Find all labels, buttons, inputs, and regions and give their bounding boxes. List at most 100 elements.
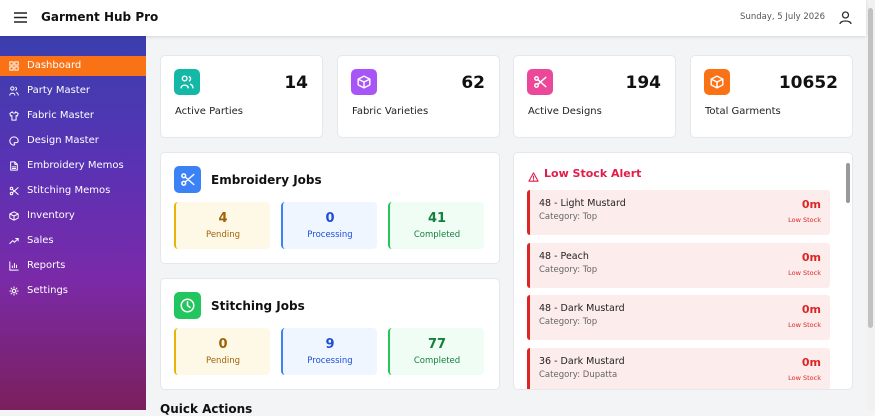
icon xyxy=(181,173,195,186)
nav-label: Sales xyxy=(27,235,54,246)
item-name: 48 - Peach xyxy=(539,250,589,262)
nav-item[interactable]: Dashboard xyxy=(0,56,146,76)
nav-label: Inventory xyxy=(27,210,75,221)
stat-card: 10652 Total Garments xyxy=(690,55,853,138)
stat-value: 194 xyxy=(625,73,662,93)
icon xyxy=(9,111,19,121)
sidebar: Dashboard Party Master Fabric Master Design… xyxy=(0,36,146,410)
item-qty: 0m xyxy=(801,303,821,316)
stat-card: 194 Active Designs xyxy=(513,55,676,138)
count-value: 0 xyxy=(325,211,335,226)
stat-label: Fabric Varieties xyxy=(352,106,429,117)
header: Garment Hub Pro Sunday, 5 July 2026 xyxy=(0,0,866,36)
icon xyxy=(528,172,539,182)
icon xyxy=(9,61,19,71)
nav-label: Settings xyxy=(27,285,69,296)
count-value: 4 xyxy=(218,211,228,226)
quick-actions-title: Quick Actions xyxy=(160,402,253,416)
panel-scrollbar[interactable] xyxy=(846,163,850,203)
count-label: Completed xyxy=(413,356,461,366)
item-name: 48 - Dark Mustard xyxy=(539,303,625,314)
count-value: 41 xyxy=(427,211,447,226)
item-category: Category: Top xyxy=(539,264,598,275)
item-status: Low Stock xyxy=(788,268,821,277)
app-title: Garment Hub Pro xyxy=(41,10,159,24)
jobs-title: Embroidery Jobs xyxy=(211,173,322,187)
nav-item[interactable]: Inventory xyxy=(0,206,146,226)
count-label: Processing xyxy=(307,230,353,240)
icon xyxy=(9,211,19,221)
stat-icon xyxy=(351,69,377,95)
stock-item: 48 - Peach Category: Top 0m Low Stock xyxy=(527,242,830,288)
stock-item: 48 - Dark Mustard Category: Top 0m Low Stoc… xyxy=(527,295,830,340)
stat-value: 14 xyxy=(284,73,308,93)
nav-label: Party Master xyxy=(27,85,90,96)
icon xyxy=(9,136,19,146)
jobs-title: Stitching Jobs xyxy=(211,299,305,313)
stock-item: 36 - Dark Mustard Category: Dupatta 0m Low … xyxy=(527,347,830,389)
nav-label: Design Master xyxy=(27,135,99,146)
stat-label: Active Parties xyxy=(175,106,243,117)
icon xyxy=(357,75,371,89)
icon xyxy=(9,86,19,96)
nav-label: Fabric Master xyxy=(27,110,95,121)
nav-label: Stitching Memos xyxy=(27,185,111,196)
count-box: 0 Pending xyxy=(174,328,270,375)
item-name: 36 - Dark Mustard xyxy=(539,355,625,367)
nav-item[interactable]: Stitching Memos xyxy=(0,181,146,201)
item-category: Category: Top xyxy=(539,317,598,327)
icon xyxy=(180,298,195,313)
icon xyxy=(534,76,547,88)
count-value: 77 xyxy=(427,337,447,352)
user-icon[interactable] xyxy=(839,11,852,25)
item-status: Low Stock xyxy=(788,373,821,382)
low-stock-panel: Low Stock Alert 48 - Light Mustard Categor… xyxy=(513,152,853,390)
nav-label: Embroidery Memos xyxy=(27,160,124,171)
item-category: Category: Top xyxy=(539,212,598,222)
count-value: 9 xyxy=(325,337,335,352)
nav-item[interactable]: Embroidery Memos xyxy=(0,156,146,176)
nav-item[interactable]: Reports xyxy=(0,256,146,276)
count-box: 77 Completed xyxy=(388,328,484,375)
nav-label: Reports xyxy=(27,260,66,271)
icon xyxy=(9,186,19,196)
nav-label: Dashboard xyxy=(27,60,82,71)
stat-card: 62 Fabric Varieties xyxy=(337,55,500,138)
count-box: 41 Completed xyxy=(388,202,484,249)
page-scrollbar xyxy=(866,0,875,410)
count-label: Completed xyxy=(413,230,461,240)
stat-icon xyxy=(527,69,553,95)
date: Sunday, 5 July 2026 xyxy=(740,12,825,22)
jobs-icon xyxy=(174,292,201,319)
stat-value: 62 xyxy=(461,73,485,93)
icon xyxy=(710,75,724,89)
icon xyxy=(9,286,19,296)
menu-button[interactable] xyxy=(14,12,27,23)
count-label: Processing xyxy=(307,356,353,366)
item-qty: 0m xyxy=(801,250,821,264)
icon xyxy=(9,261,19,271)
nav-item[interactable]: Sales xyxy=(0,231,146,251)
low-stock-title: Low Stock Alert xyxy=(544,167,642,180)
stat-icon xyxy=(704,69,730,95)
jobs-card: Embroidery Jobs 4 Pending 0 Processing 41 Comp… xyxy=(160,152,500,264)
stat-icon xyxy=(174,69,200,95)
count-box: 9 Processing xyxy=(281,328,377,375)
icon xyxy=(180,75,194,89)
item-status: Low Stock xyxy=(788,216,821,224)
icon xyxy=(10,161,18,171)
stat-value: 10652 xyxy=(778,73,838,93)
icon xyxy=(9,238,19,244)
nav-item[interactable]: Design Master xyxy=(0,131,146,151)
nav-item[interactable]: Settings xyxy=(0,281,146,301)
nav-item[interactable]: Party Master xyxy=(0,81,146,101)
jobs-card: Stitching Jobs 0 Pending 9 Processing 77 Compl… xyxy=(160,278,500,390)
item-qty: 0m xyxy=(801,198,821,211)
jobs-icon xyxy=(174,166,201,193)
count-box: 0 Processing xyxy=(281,202,377,249)
stat-label: Total Garments xyxy=(705,106,781,117)
stock-item: 48 - Light Mustard Category: Top 0m Low Sto… xyxy=(527,190,830,235)
nav-item[interactable]: Fabric Master xyxy=(0,106,146,126)
item-status: Low Stock xyxy=(788,321,821,329)
